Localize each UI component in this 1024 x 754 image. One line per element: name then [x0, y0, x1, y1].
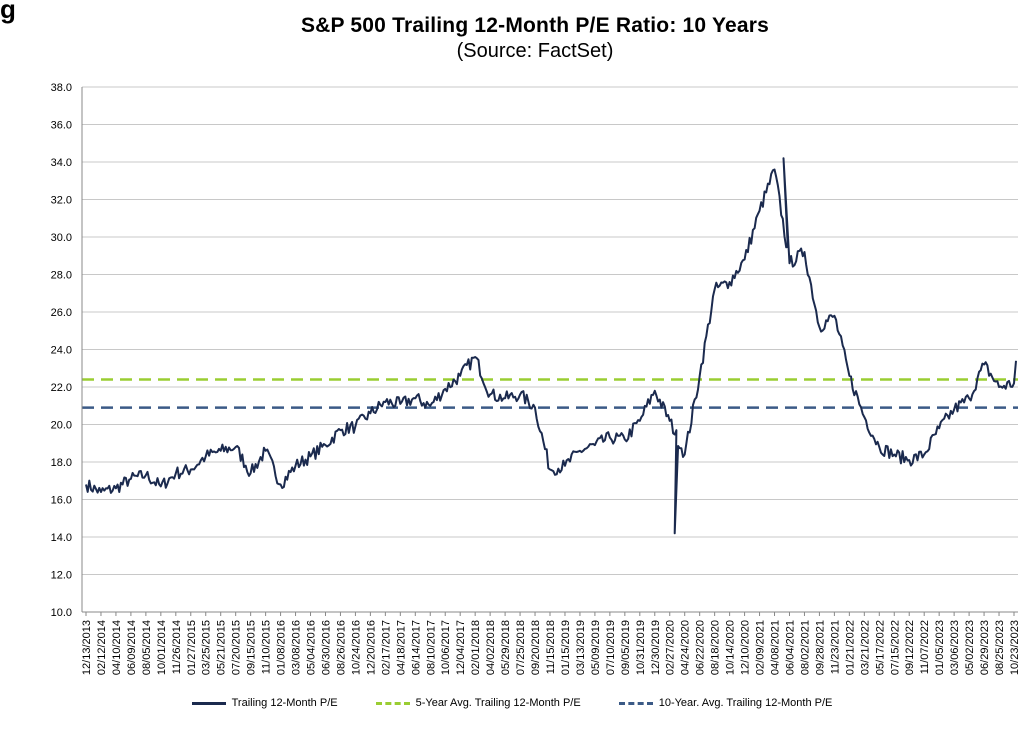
trailing-pe-line: [85, 157, 1017, 535]
y-tick-label: 28.0: [51, 270, 72, 282]
y-tick-label: 36.0: [51, 120, 72, 132]
legend-item-5yr: 5-Year Avg. Trailing 12-Month P/E: [375, 697, 581, 709]
x-tick-label: 11/23/2021: [829, 620, 841, 674]
x-tick-label: 10/06/2017: [440, 620, 452, 675]
legend-label: Trailing 12-Month P/E: [231, 697, 338, 709]
x-tick-label: 12/10/2020: [740, 620, 752, 675]
y-tick-label: 34.0: [51, 157, 72, 169]
legend-label: 5-Year Avg. Trailing 12-Month P/E: [415, 697, 581, 709]
x-axis-ticks: 12/13/2013 02/12/2014 04/10/2014 06/09/2014…: [81, 612, 1021, 675]
x-tick-label: 07/15/2022: [889, 620, 901, 675]
x-tick-label: 02/01/2018: [470, 620, 482, 675]
x-tick-label: 10/01/2014: [156, 620, 168, 675]
chart-title: S&P 500 Trailing 12-Month P/E Ratio: 10 …: [300, 14, 770, 37]
x-tick-label: 10/23/2023: [1009, 620, 1021, 675]
x-tick-label: 11/10/2015: [261, 620, 273, 674]
y-tick-label: 18.0: [51, 457, 72, 469]
x-tick-label: 06/30/2016: [320, 620, 332, 675]
x-tick-label: 07/25/2018: [515, 620, 527, 675]
x-tick-label: 06/14/2017: [410, 620, 422, 675]
x-tick-label: 07/20/2015: [231, 620, 243, 675]
x-tick-label: 03/13/2019: [575, 620, 587, 675]
y-tick-label: 32.0: [51, 195, 72, 207]
x-tick-label: 12/20/2016: [365, 620, 377, 675]
x-tick-label: 09/12/2022: [904, 620, 916, 675]
x-tick-label: 01/15/2019: [560, 620, 572, 675]
y-tick-label: 30.0: [51, 232, 72, 244]
x-tick-label: 08/05/2014: [141, 620, 153, 675]
x-tick-label: 07/10/2019: [605, 620, 617, 675]
x-tick-label: 08/25/2023: [994, 620, 1006, 675]
x-tick-label: 04/08/2021: [770, 620, 782, 675]
x-tick-label: 06/22/2020: [695, 620, 707, 675]
x-tick-label: 11/15/2018: [545, 620, 557, 674]
x-tick-label: 06/29/2023: [979, 620, 991, 675]
x-tick-label: 06/09/2014: [126, 620, 138, 675]
y-tick-label: 24.0: [51, 345, 72, 357]
x-tick-label: 08/10/2017: [425, 620, 437, 675]
legend-item-trailing: Trailing 12-Month P/E: [191, 697, 338, 709]
x-tick-label: 01/21/2022: [844, 620, 856, 675]
gridlines: [82, 86, 1018, 613]
legend-swatch-blue: [618, 701, 653, 705]
series-lines: [85, 157, 1017, 535]
x-tick-label: 04/02/2018: [485, 620, 497, 675]
x-tick-label: 03/25/2015: [201, 620, 213, 675]
x-tick-label: 08/18/2020: [710, 620, 722, 675]
y-tick-label: 22.0: [51, 382, 72, 394]
x-tick-label: 03/21/2022: [859, 620, 871, 675]
x-tick-label: 05/09/2019: [590, 620, 602, 675]
x-tick-label: 11/26/2014: [171, 620, 183, 674]
x-tick-label: 03/06/2023: [949, 620, 961, 675]
x-tick-label: 05/29/2018: [500, 620, 512, 675]
x-tick-label: 10/14/2020: [725, 620, 737, 675]
x-tick-label: 12/04/2017: [455, 620, 467, 675]
x-tick-label: 09/28/2021: [814, 620, 826, 675]
y-tick-label: 12.0: [51, 570, 72, 582]
legend-swatch-green: [375, 701, 410, 705]
y-tick-label: 10.0: [51, 607, 72, 619]
x-tick-label: 05/02/2023: [964, 620, 976, 675]
x-tick-label: 01/08/2016: [276, 620, 288, 675]
legend-swatch-solid: [191, 701, 226, 705]
x-tick-label: 11/07/2022: [919, 620, 931, 674]
x-tick-label: 05/17/2022: [874, 620, 886, 675]
x-tick-label: 10/31/2019: [635, 620, 647, 675]
x-tick-label: 02/12/2014: [96, 620, 108, 675]
x-tick-label: 03/08/2016: [291, 620, 303, 675]
x-tick-label: 01/05/2023: [934, 620, 946, 675]
x-tick-label: 04/18/2017: [395, 620, 407, 675]
legend: Trailing 12-Month P/E 5-Year Avg. Traili…: [0, 697, 1024, 709]
x-tick-label: 09/15/2015: [246, 620, 258, 675]
x-tick-label: 08/26/2016: [335, 620, 347, 675]
y-tick-label: 14.0: [51, 532, 72, 544]
corner-text: g: [0, 0, 16, 24]
chart-subtitle: (Source: FactSet): [456, 40, 614, 62]
x-tick-label: 04/24/2020: [680, 620, 692, 675]
x-tick-label: 10/24/2016: [350, 620, 362, 675]
y-tick-label: 26.0: [51, 307, 72, 319]
y-axis-ticks: 10.0 12.0 14.0 16.0 18.0 20.0 22.0 24.0 26.0 28.0…: [51, 82, 72, 619]
x-tick-label: 12/30/2019: [650, 620, 662, 675]
y-tick-label: 16.0: [51, 495, 72, 507]
x-tick-label: 05/21/2015: [216, 620, 228, 675]
x-tick-label: 04/10/2014: [111, 620, 123, 675]
x-tick-label: 09/20/2018: [530, 620, 542, 675]
x-tick-label: 12/13/2013: [81, 620, 93, 675]
x-tick-label: 05/04/2016: [306, 620, 318, 675]
y-tick-label: 38.0: [51, 82, 72, 94]
x-tick-label: 02/27/2020: [665, 620, 677, 675]
x-tick-label: 09/05/2019: [620, 620, 632, 675]
x-tick-label: 02/09/2021: [755, 620, 767, 675]
reference-lines: [82, 378, 1018, 409]
x-tick-label: 06/04/2021: [784, 620, 796, 675]
x-tick-label: 02/17/2017: [380, 620, 392, 675]
y-tick-label: 20.0: [51, 420, 72, 432]
x-tick-label: 08/02/2021: [799, 620, 811, 675]
x-tick-label: 01/27/2015: [186, 620, 198, 675]
legend-label: 10-Year. Avg. Trailing 12-Month P/E: [658, 697, 833, 709]
legend-item-10yr: 10-Year. Avg. Trailing 12-Month P/E: [618, 697, 833, 709]
